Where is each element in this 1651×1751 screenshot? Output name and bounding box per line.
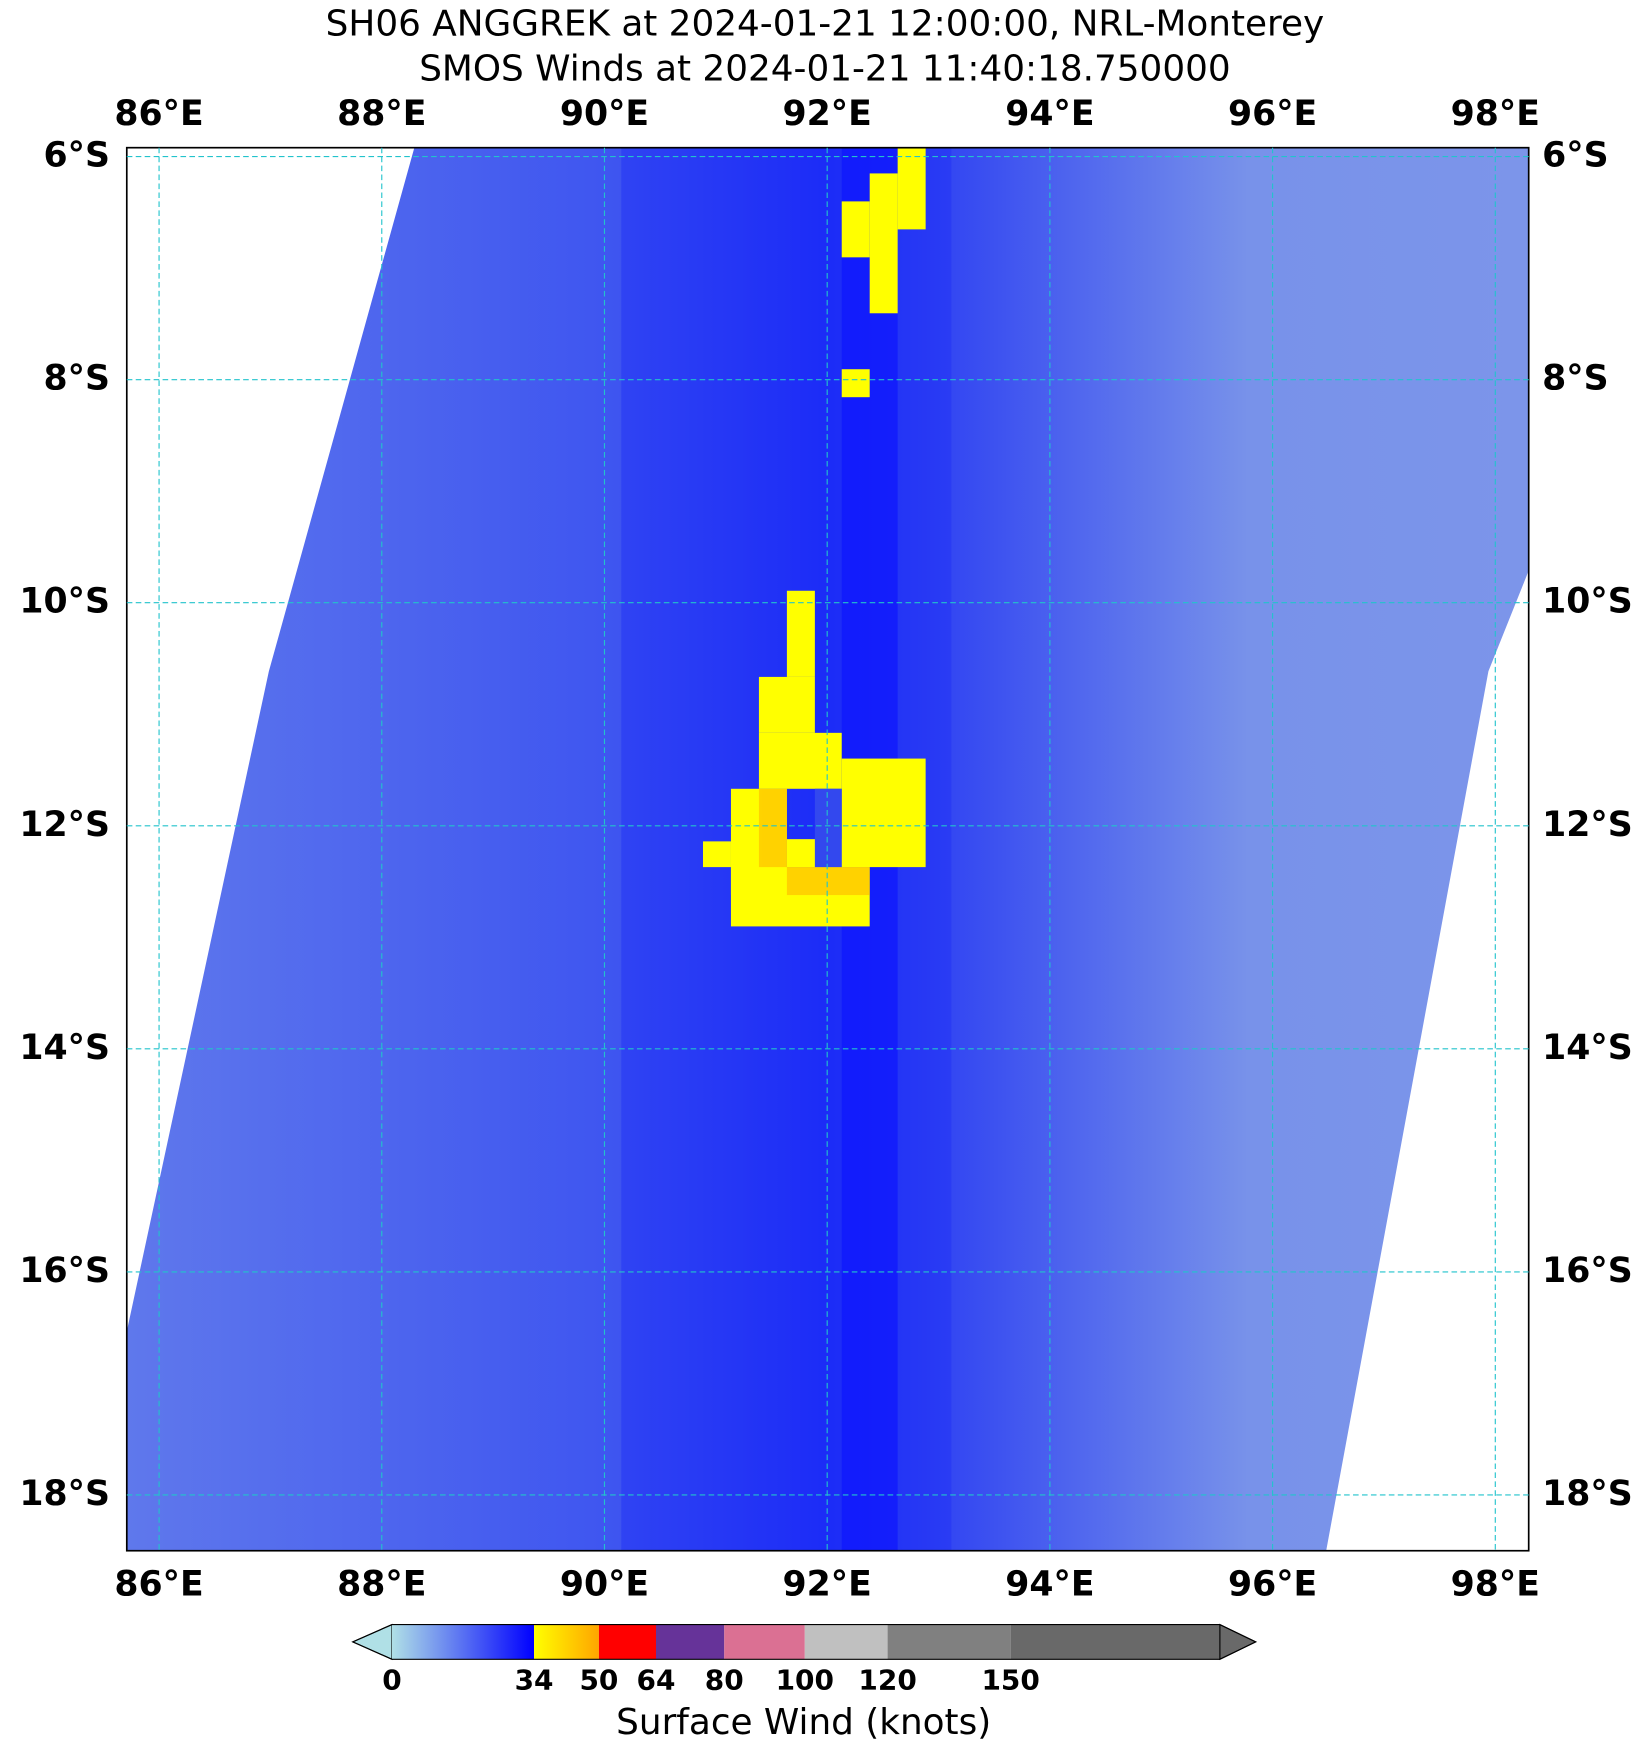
colorbar-tick-label: 0 — [382, 1664, 401, 1697]
y-tick-label: 18°S — [1542, 1474, 1633, 1514]
colorbar-segment — [724, 1624, 805, 1660]
x-tick-label: 94°E — [1005, 94, 1094, 134]
colorbar-tick-label: 150 — [981, 1664, 1039, 1697]
y-tick-label: 16°S — [1542, 1251, 1633, 1291]
x-tick-label: 94°E — [1005, 1564, 1094, 1604]
y-tick-label: 6°S — [44, 136, 110, 176]
y-tick-label: 12°S — [1542, 805, 1633, 845]
x-tick-label: 92°E — [783, 94, 872, 134]
colorbar-segment — [804, 1624, 888, 1660]
y-tick-label: 8°S — [44, 359, 110, 399]
x-tick-label: 90°E — [560, 94, 649, 134]
colorbar-tick-label: 50 — [579, 1664, 618, 1697]
x-tick-label: 98°E — [1451, 94, 1540, 134]
y-tick-label: 10°S — [1542, 582, 1633, 622]
colorbar-tick-label: 34 — [515, 1664, 554, 1697]
colorbar-tick-label: 80 — [705, 1664, 744, 1697]
y-tick-label: 10°S — [19, 582, 110, 622]
colorbar-label: Surface Wind (knots) — [616, 1702, 991, 1743]
subtitle: SMOS Winds at 2024-01-21 11:40:18.750000 — [419, 48, 1230, 89]
y-tick-label: 6°S — [1542, 136, 1608, 176]
y-tick-label: 18°S — [19, 1474, 110, 1514]
x-tick-label: 86°E — [114, 94, 203, 134]
colorbar-segment — [534, 1624, 599, 1660]
x-tick-label: 96°E — [1228, 94, 1317, 134]
y-tick-label: 8°S — [1542, 359, 1608, 399]
colorbar-segment — [655, 1624, 725, 1660]
colorbar-tick-label: 100 — [776, 1664, 834, 1697]
x-tick-label: 86°E — [114, 1564, 203, 1604]
x-tick-label: 90°E — [560, 1564, 649, 1604]
colorbar-segment — [887, 1624, 1011, 1660]
colorbar-segment — [598, 1624, 656, 1660]
colorbar-over-tip — [1219, 1623, 1257, 1661]
colorbar-tick-label: 64 — [637, 1664, 676, 1697]
colorbar-under — [351, 1623, 393, 1661]
x-tick-label: 98°E — [1451, 1564, 1540, 1604]
colorbar-tick-label: 120 — [858, 1664, 916, 1697]
y-tick-label: 16°S — [19, 1251, 110, 1291]
x-tick-label: 92°E — [783, 1564, 872, 1604]
colorbar-frame — [351, 1624, 1257, 1660]
high-wind — [702, 147, 926, 927]
colorbar-segment — [391, 1624, 535, 1660]
y-tick-label: 14°S — [19, 1028, 110, 1068]
x-tick-label: 88°E — [337, 94, 426, 134]
x-tick-label: 88°E — [337, 1564, 426, 1604]
x-tick-label: 96°E — [1228, 1564, 1317, 1604]
colorbar-over — [1010, 1624, 1220, 1660]
title: SH06 ANGGREK at 2024-01-21 12:00:00, NRL… — [326, 4, 1325, 45]
y-tick-label: 14°S — [1542, 1028, 1633, 1068]
y-tick-label: 12°S — [19, 805, 110, 845]
